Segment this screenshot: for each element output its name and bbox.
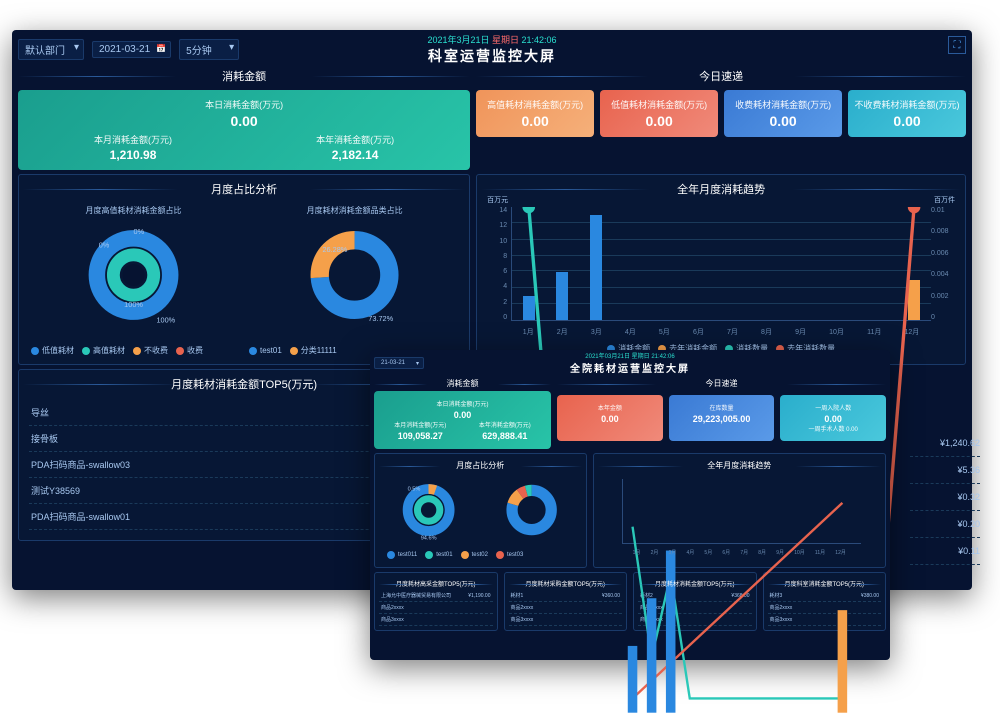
header-datetime: 2021年3月21日 星期日 21:42:06 xyxy=(427,33,556,46)
right-val: ¥1,240.62 xyxy=(910,430,980,457)
date-prefix: 2021年3月21日 xyxy=(427,35,492,45)
overlay-title-block: 2021年03月21日 星期日 21:42:06 全院耗材运营监控大屏 xyxy=(570,351,690,375)
legend-item: test01 xyxy=(425,551,452,559)
legend-item: test01 xyxy=(249,345,282,356)
legend-item: 低值耗材 xyxy=(31,345,74,356)
overlay-xaxis: 1月2月3月4月5月6月7月8月9月10月11月12月 xyxy=(628,549,851,556)
card-value: 1,210.98 xyxy=(22,148,244,162)
svg-text:73.72%: 73.72% xyxy=(368,314,393,323)
legend-item: test03 xyxy=(496,551,523,559)
year-trend-chart: 百万元 百万件 14121086420 0.010.0080.0060.0040… xyxy=(481,199,961,339)
legend-item: 收费 xyxy=(176,345,203,356)
consume-section-title: 消耗金额 xyxy=(18,66,470,86)
overlay-ratio-title: 月度占比分析 xyxy=(379,458,582,473)
today-card: 收费耗材消耗金额(万元)0.00 xyxy=(724,90,842,137)
topbar: 默认部门 2021-03-21 5分钟 2021年3月21日 星期日 21:42… xyxy=(18,36,966,62)
overlay-card-consume: 本日消耗金额(万元) 0.00 本月消耗金额(万元)109,058.27 本年消… xyxy=(374,391,551,449)
overlay-title: 全院耗材运营监控大屏 xyxy=(570,360,690,375)
overlay-card: 在库数量29,223,005.00 xyxy=(669,395,775,441)
pie2-title: 月度耗材消耗金额品类占比 xyxy=(248,205,461,216)
today-card: 高值耗材消耗金额(万元)0.00 xyxy=(476,90,594,137)
today-card: 低值耗材消耗金额(万元)0.00 xyxy=(600,90,718,137)
overlay-top-panel: 月度耗材高采金额TOP5(万元)上海允中医疗器械贸易有限公司¥1,190.00商… xyxy=(374,572,498,631)
plot-area xyxy=(511,207,931,321)
year-trend-title: 全年月度消耗趋势 xyxy=(481,179,961,199)
pie2-chart: 26.28% 73.72% xyxy=(248,220,461,330)
year-trend-panel: 全年月度消耗趋势 百万元 百万件 14121086420 0.010.0080.… xyxy=(476,174,966,365)
date-time: 21:42:06 xyxy=(519,35,557,45)
overlay-consume-title: 消耗金额 xyxy=(374,376,551,391)
svg-text:26.28%: 26.28% xyxy=(323,245,348,254)
fullscreen-icon[interactable]: ⛶ xyxy=(948,36,966,54)
svg-text:94.6%: 94.6% xyxy=(421,535,437,541)
right-val: ¥0.11 xyxy=(910,538,980,565)
refresh-dropdown[interactable]: 5分钟 xyxy=(179,39,239,60)
yaxis-left: 14121086420 xyxy=(485,207,507,321)
card-value: 0.00 xyxy=(22,113,466,129)
date-picker[interactable]: 2021-03-21 xyxy=(92,41,171,58)
overlay-card: 一周入院人数0.00一周手术人数 0.00 xyxy=(780,395,886,441)
overlay-trend-panel: 全年月度消耗趋势 1月2月3月4月5月6月7月8月9月10月11月12月 xyxy=(593,453,886,568)
right-values: ¥1,240.62¥5.36¥0.32¥0.20¥0.11 xyxy=(910,430,980,565)
card-label: 本年消耗金额(万元) xyxy=(244,133,466,146)
dept-dropdown[interactable]: 默认部门 xyxy=(18,39,84,60)
pie1-wrap: 月度高值耗材消耗金额占比 0% 0% 100% 100% xyxy=(27,205,240,335)
legend-item: 分类11111 xyxy=(290,345,337,356)
overlay-today-title: 今日速递 xyxy=(557,376,886,391)
right-val: ¥5.36 xyxy=(910,457,980,484)
monthly-ratio-title: 月度占比分析 xyxy=(23,179,465,199)
overlay-top-panel: 月度耗材采购金额TOP5(万元)耗材1¥360.00商品2xxxx商品3xxxx xyxy=(504,572,628,631)
overlay-pie2 xyxy=(484,475,579,545)
card-label: 本月消耗金额(万元) xyxy=(22,133,244,146)
card-label: 本日消耗金额(万元) xyxy=(22,98,466,111)
today-card: 不收费耗材消耗金额(万元)0.00 xyxy=(848,90,966,137)
svg-text:0.5%: 0.5% xyxy=(408,486,421,492)
card-today-consume: 本日消耗金额(万元) 0.00 本月消耗金额(万元) 1,210.98 本年消耗… xyxy=(18,90,470,170)
overlay-pie1: 0.5% 94.6% xyxy=(381,475,476,545)
overlay-trend-title: 全年月度消耗趋势 xyxy=(598,458,881,473)
monthly-ratio-panel: 月度占比分析 月度高值耗材消耗金额占比 0% 0% 100% 100% 月 xyxy=(18,174,470,365)
overlay-card: 本年金额0.00 xyxy=(557,395,663,441)
overlay-date[interactable]: 21-03-21 xyxy=(374,357,424,369)
overlay-ratio-panel: 月度占比分析 0.5% 94.6% test011test01test02tes… xyxy=(374,453,587,568)
xaxis: 1月2月3月4月5月6月7月8月9月10月11月12月 xyxy=(511,327,931,337)
legend-item: test02 xyxy=(461,551,488,559)
date-weekday: 星期日 xyxy=(492,35,519,45)
page-title: 科室运营监控大屏 xyxy=(427,46,556,66)
pie2-wrap: 月度耗材消耗金额品类占比 26.28% 73.72% xyxy=(248,205,461,335)
card-value: 2,182.14 xyxy=(244,148,466,162)
legend-item: 不收费 xyxy=(133,345,168,356)
overlay-legend: test011 test01 test02 test03 xyxy=(379,547,582,563)
overlay-dashboard: 21-03-21 2021年03月21日 星期日 21:42:06 全院耗材运营… xyxy=(370,350,890,660)
ylabel-left: 百万元 xyxy=(487,195,508,205)
right-val: ¥0.20 xyxy=(910,511,980,538)
overlay-chart: 1月2月3月4月5月6月7月8月9月10月11月12月 xyxy=(598,473,881,558)
svg-text:0%: 0% xyxy=(134,227,145,236)
ylabel-right: 百万件 xyxy=(934,195,955,205)
overlay-datetime: 2021年03月21日 星期日 21:42:06 xyxy=(570,351,690,360)
yaxis-right: 0.010.0080.0060.0040.0020 xyxy=(931,207,957,321)
svg-text:100%: 100% xyxy=(156,316,175,325)
legend-item: test011 xyxy=(387,551,417,559)
svg-text:100%: 100% xyxy=(124,300,143,309)
legend-item: 高值耗材 xyxy=(82,345,125,356)
pie1-chart: 0% 0% 100% 100% xyxy=(27,220,240,330)
pie1-title: 月度高值耗材消耗金额占比 xyxy=(27,205,240,216)
svg-text:0%: 0% xyxy=(99,241,110,250)
header-title-block: 2021年3月21日 星期日 21:42:06 科室运营监控大屏 xyxy=(427,33,556,66)
right-val: ¥0.32 xyxy=(910,484,980,511)
today-section-title: 今日速递 xyxy=(476,66,966,86)
